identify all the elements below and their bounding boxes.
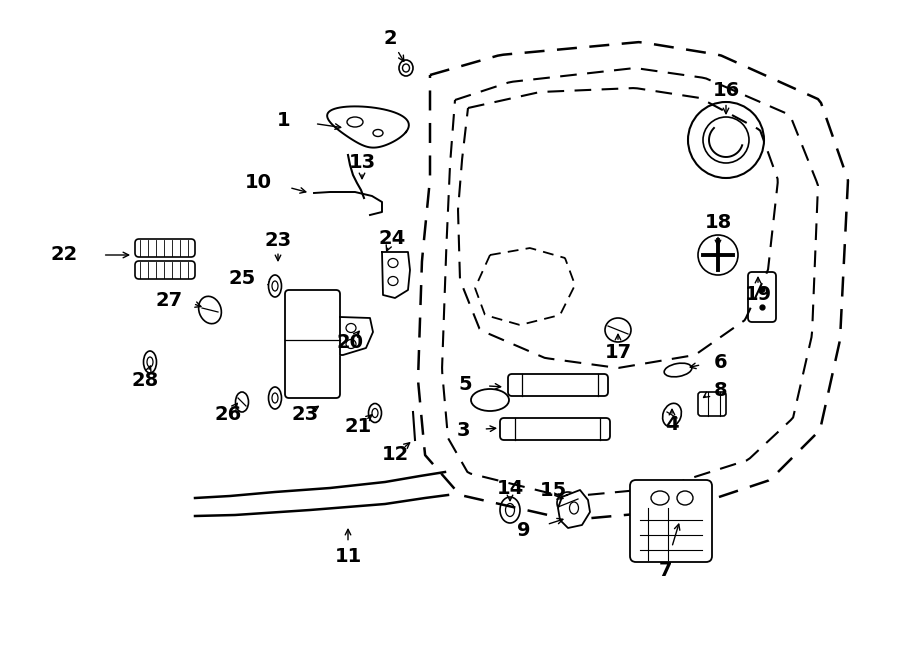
- Text: 5: 5: [458, 375, 472, 395]
- Text: 18: 18: [705, 212, 732, 231]
- Polygon shape: [340, 317, 373, 355]
- Text: 24: 24: [378, 229, 406, 247]
- FancyBboxPatch shape: [630, 480, 712, 562]
- Text: 10: 10: [245, 173, 272, 192]
- Text: 19: 19: [744, 286, 771, 305]
- Polygon shape: [558, 490, 590, 528]
- Ellipse shape: [500, 497, 520, 523]
- Text: 21: 21: [345, 418, 372, 436]
- Polygon shape: [382, 252, 410, 298]
- Text: 25: 25: [229, 268, 256, 288]
- Text: 3: 3: [456, 420, 470, 440]
- Text: 2: 2: [383, 28, 397, 48]
- Text: 6: 6: [714, 352, 727, 371]
- FancyBboxPatch shape: [285, 290, 340, 398]
- Ellipse shape: [605, 318, 631, 342]
- Text: 15: 15: [540, 481, 567, 500]
- Text: 14: 14: [497, 479, 524, 498]
- Ellipse shape: [143, 351, 157, 373]
- Text: 12: 12: [382, 446, 409, 465]
- Ellipse shape: [399, 60, 413, 76]
- Text: 9: 9: [517, 520, 530, 539]
- Text: 16: 16: [713, 81, 740, 100]
- Text: 23: 23: [265, 231, 292, 249]
- Text: 13: 13: [348, 153, 375, 173]
- Ellipse shape: [268, 275, 282, 297]
- Text: 23: 23: [292, 405, 319, 424]
- Text: 27: 27: [156, 290, 183, 309]
- Text: 20: 20: [337, 332, 364, 352]
- Text: 26: 26: [214, 405, 241, 424]
- Text: 28: 28: [131, 371, 158, 389]
- Text: 22: 22: [50, 245, 78, 264]
- Ellipse shape: [557, 492, 579, 514]
- FancyBboxPatch shape: [508, 374, 608, 396]
- Text: 1: 1: [276, 110, 290, 130]
- Text: 8: 8: [714, 381, 727, 399]
- FancyBboxPatch shape: [500, 418, 610, 440]
- Text: 17: 17: [605, 342, 632, 362]
- Polygon shape: [328, 106, 409, 147]
- Ellipse shape: [368, 403, 382, 422]
- Circle shape: [688, 102, 764, 178]
- Text: 4: 4: [665, 416, 679, 434]
- Text: 11: 11: [335, 547, 362, 566]
- Ellipse shape: [268, 387, 282, 409]
- Text: 7: 7: [658, 561, 671, 580]
